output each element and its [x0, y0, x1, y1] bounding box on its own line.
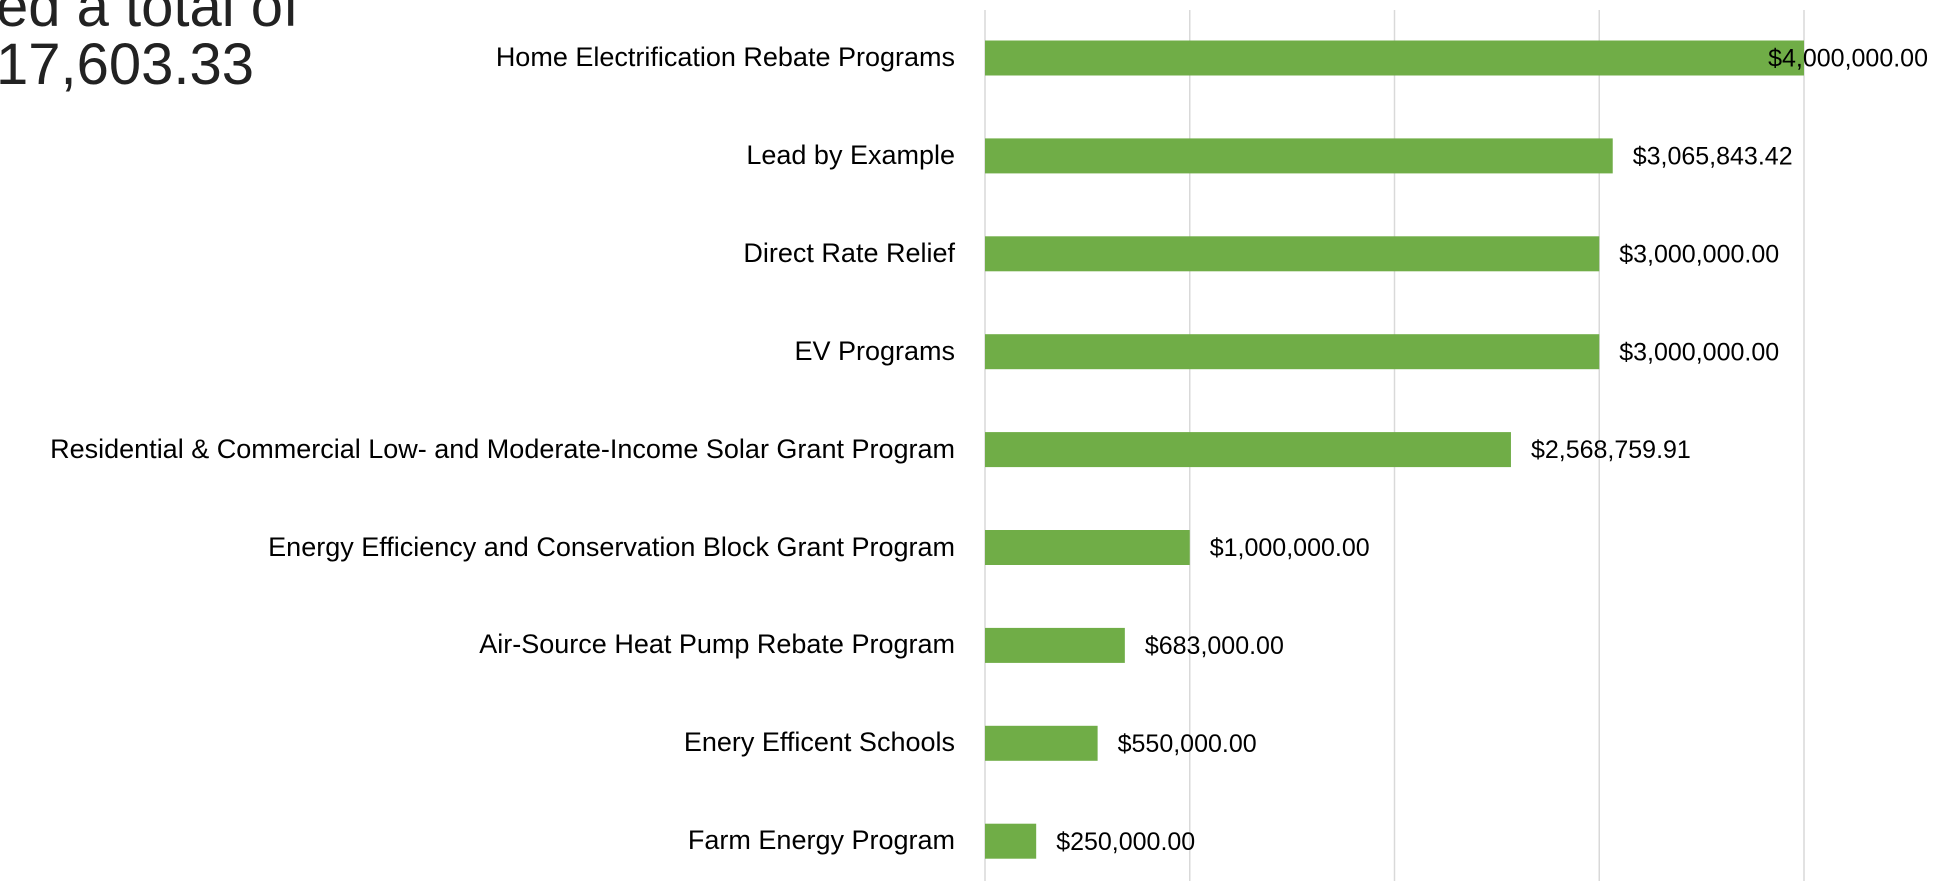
category-label: Farm Energy Program [0, 824, 955, 858]
value-label: $683,000.00 [1145, 632, 1284, 660]
category-text: Energy Efficiency and Conservation Block… [268, 531, 955, 562]
bar [985, 236, 1600, 272]
category-label: Enery Efficent Schools [0, 726, 955, 760]
category-text: Lead by Example [746, 140, 955, 171]
bar [985, 530, 1190, 565]
value-label: $1,000,000.00 [1210, 534, 1370, 562]
heading-line: 17,603.33 [0, 32, 255, 97]
value-label: $250,000.00 [1056, 828, 1195, 856]
value-label: $2,568,759.91 [1531, 436, 1691, 464]
value-label: $3,000,000.00 [1619, 240, 1779, 268]
category-text: Direct Rate Relief [743, 237, 955, 268]
category-text: Residential & Commercial Low- and Modera… [50, 433, 955, 464]
category-text: Farm Energy Program [687, 825, 955, 856]
bar [985, 823, 1037, 859]
bar [985, 138, 1613, 174]
category-label: Energy Efficiency and Conservation Block… [0, 531, 955, 565]
heading-line: ed a total of [0, 0, 300, 39]
category-label: Home Electrification Rebate Programs [0, 41, 955, 75]
bar [985, 725, 1098, 761]
bar [985, 40, 1804, 76]
category-text: Air-Source Heat Pump Rebate Program [479, 629, 955, 660]
value-label: $4,000,000.00 [1768, 45, 1928, 73]
category-label: EV Programs [0, 335, 955, 369]
category-text: Enery Efficent Schools [683, 727, 955, 758]
value-label: $3,000,000.00 [1619, 338, 1779, 366]
bar [985, 627, 1125, 663]
category-text: Home Electrification Rebate Programs [495, 42, 955, 73]
category-label: Residential & Commercial Low- and Modera… [0, 433, 955, 467]
value-label: $550,000.00 [1118, 730, 1257, 758]
category-label: Direct Rate Relief [0, 237, 955, 271]
category-text: EV Programs [794, 335, 955, 366]
bar [985, 432, 1511, 468]
bar [985, 334, 1600, 370]
category-label: Air-Source Heat Pump Rebate Program [0, 629, 955, 663]
category-label: Lead by Example [0, 139, 955, 173]
value-label: $3,065,843.42 [1633, 143, 1793, 171]
